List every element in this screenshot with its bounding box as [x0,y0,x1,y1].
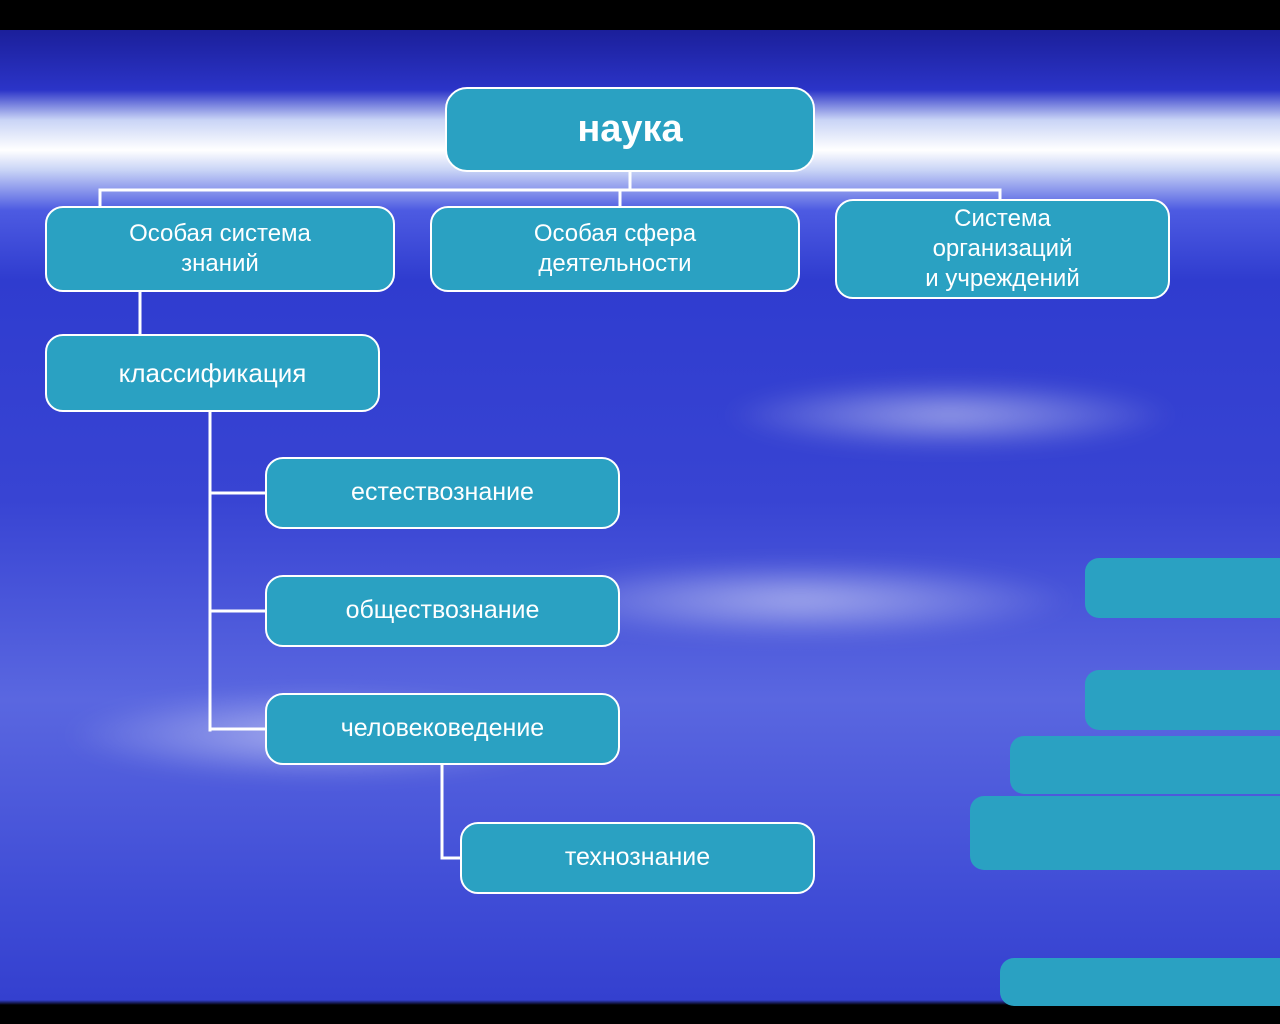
node-label: Системаорганизацийи учреждений [925,204,1079,294]
node-side-partial [970,796,1280,870]
node-side-partial [1085,670,1280,730]
node-root: наука [445,87,815,172]
node-knowledge: Особая системазнаний [45,206,395,292]
node-label: Особая системазнаний [129,219,311,279]
node-human-science: человековедение [265,693,620,765]
node-activity: Особая сферадеятельности [430,206,800,292]
node-label: классификация [119,357,307,390]
node-label: естествознание [351,477,534,508]
node-label: человековедение [341,713,544,744]
node-label: наука [577,106,682,154]
node-side-partial [1085,558,1280,618]
node-label: обществознание [346,595,540,626]
node-organizations: Системаорганизацийи учреждений [835,199,1170,299]
node-tech-science: технознание [460,822,815,894]
node-classification: классификация [45,334,380,412]
slide-stage: наука Особая системазнаний Особая сферад… [0,0,1280,1024]
node-side-partial [1000,958,1280,1006]
node-social-science: обществознание [265,575,620,647]
node-side-partial [1010,736,1280,794]
node-label: технознание [565,842,710,873]
node-label: Особая сферадеятельности [534,219,696,279]
node-natural-science: естествознание [265,457,620,529]
cloud-decoration [720,380,1180,450]
